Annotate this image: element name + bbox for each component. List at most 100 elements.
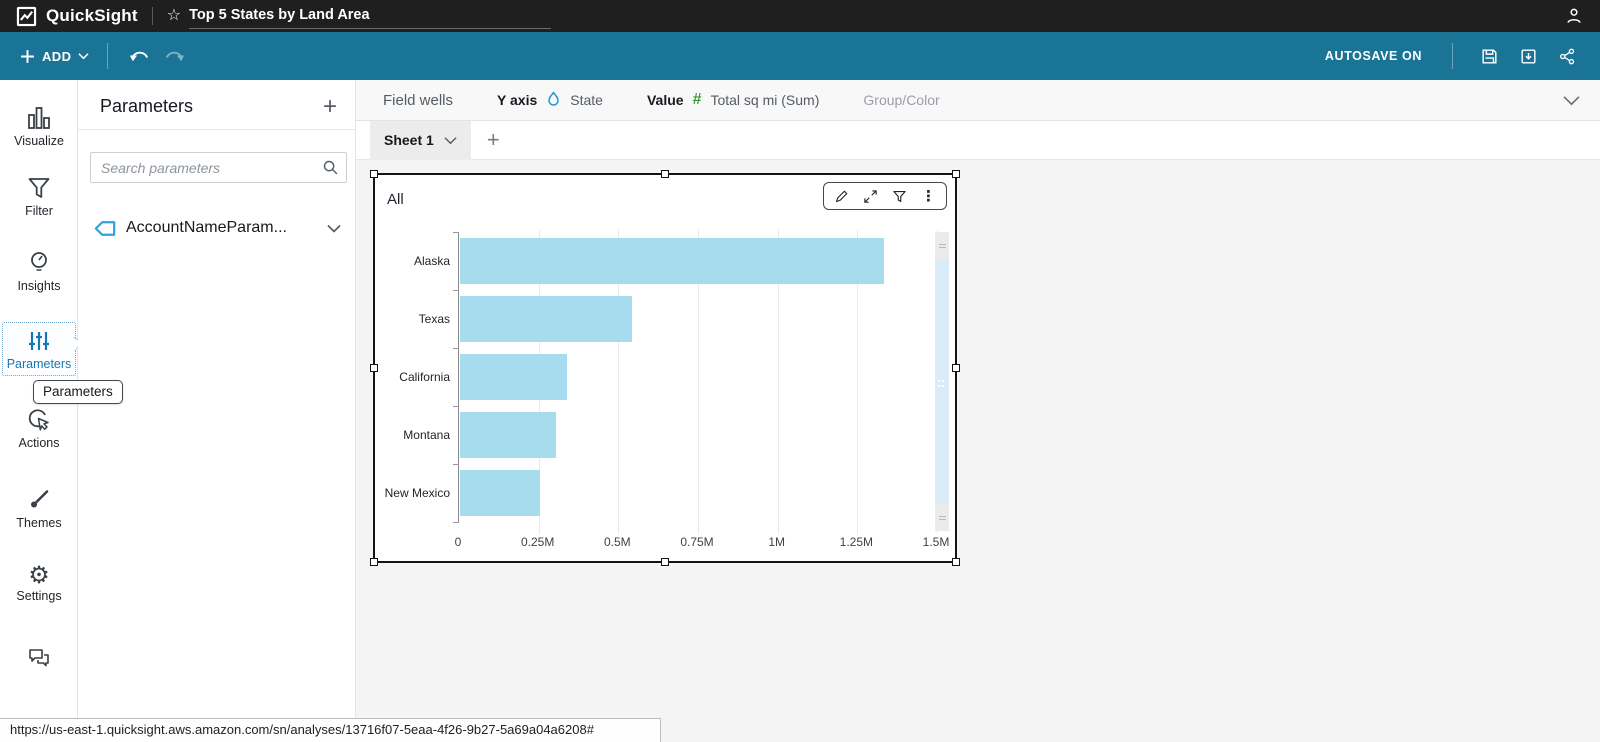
bar-texas[interactable] (460, 296, 632, 342)
filter-icon[interactable] (886, 186, 913, 207)
paintbrush-icon (31, 490, 49, 508)
y-axis-tick (453, 464, 459, 465)
analysis-title-field[interactable]: Top 5 States by Land Area (189, 4, 552, 29)
well-group-color[interactable]: Group/Color (863, 92, 939, 108)
bar-chart-icon (28, 107, 50, 129)
parameters-panel: Parameters + AccountNameParam... (78, 80, 356, 742)
visual-title[interactable]: All (387, 191, 404, 208)
bar-new-mexico[interactable] (460, 470, 540, 516)
gear-icon: ⚙ (28, 562, 50, 589)
bar-montana[interactable] (460, 412, 556, 458)
y-axis-tick (453, 522, 459, 523)
search-parameters-input[interactable] (90, 152, 347, 183)
sheet-tab-bar: Sheet 1 + (356, 120, 1600, 160)
share-icon[interactable] (1551, 43, 1584, 70)
resize-handle-e[interactable] (952, 364, 960, 372)
bar-row-new-mexico: New Mexico (385, 464, 940, 522)
resize-handle-nw[interactable] (370, 170, 378, 178)
chevron-down-icon (78, 53, 89, 60)
chart-zoom-scrollbar[interactable] (935, 232, 949, 531)
field-wells-expand-chevron-icon[interactable] (1563, 95, 1580, 106)
x-tick-label: 0 (454, 535, 462, 549)
export-download-icon[interactable] (1512, 43, 1545, 70)
scrollbar-bottom-handle[interactable] (935, 504, 949, 531)
edit-pencil-icon[interactable] (828, 186, 855, 207)
resize-handle-s[interactable] (661, 558, 669, 566)
add-parameter-button[interactable]: + (322, 92, 337, 120)
bar-alaska[interactable] (460, 238, 884, 284)
sidebar-item-visualize[interactable]: Visualize (0, 100, 78, 152)
chat-bubbles-icon (29, 649, 49, 667)
sidebar-item-themes[interactable]: Themes (0, 482, 78, 534)
maximize-icon[interactable] (857, 186, 884, 207)
resize-handle-se[interactable] (952, 558, 960, 566)
y-axis-tick (453, 348, 459, 349)
tab-sheet-1[interactable]: Sheet 1 (370, 120, 471, 160)
sidebar-label: Parameters (6, 357, 72, 371)
bar-row-california: California (399, 348, 940, 406)
autosave-status[interactable]: AUTOSAVE ON (1324, 49, 1422, 63)
lightbulb-icon (31, 252, 47, 271)
sidebar-item-feedback[interactable] (0, 640, 78, 678)
category-label: New Mexico (384, 486, 450, 500)
plus-icon (21, 49, 34, 63)
left-rail: Visualize Filter Insights Parameters Act… (0, 80, 78, 742)
category-label: Alaska (413, 254, 450, 268)
redo-button[interactable] (157, 44, 192, 68)
add-sheet-button[interactable]: + (486, 127, 500, 152)
resize-handle-ne[interactable] (952, 170, 960, 178)
top-app-bar: QuickSight ☆ Top 5 States by Land Area (0, 0, 1600, 32)
bar-california[interactable] (460, 354, 567, 400)
well-label: Group/Color (863, 92, 940, 108)
well-y-axis[interactable]: Y axis State (497, 90, 603, 110)
sidebar-item-filter[interactable]: Filter (0, 170, 78, 222)
sidebar-label: Insights (17, 279, 61, 293)
sidebar-label: Visualize (14, 134, 64, 148)
x-tick-label: 1.25M (839, 535, 873, 549)
dimension-pin-icon (548, 90, 560, 106)
analysis-toolbar: ADD AUTOSAVE ON (0, 32, 1600, 80)
chevron-down-icon[interactable] (444, 136, 457, 145)
app-name: QuickSight (46, 6, 138, 25)
resize-handle-n[interactable] (661, 170, 669, 178)
resize-handle-w[interactable] (370, 364, 378, 372)
bar-row-texas: Texas (419, 290, 940, 348)
search-icon (323, 160, 338, 175)
undo-button[interactable] (122, 44, 157, 68)
well-label: Value (646, 92, 684, 108)
kebab-menu-icon[interactable]: ⋮ (921, 188, 936, 205)
sliders-icon (29, 332, 49, 350)
well-label: Y axis (497, 92, 538, 108)
quicksight-logo-icon (16, 6, 37, 26)
add-button-label: ADD (42, 48, 72, 64)
x-tick-label: 0.75M (680, 535, 714, 549)
field-wells-bar[interactable]: Field wells Y axis State Value # Total s… (356, 80, 1600, 121)
y-axis-tick (453, 290, 459, 291)
sidebar-item-insights[interactable]: Insights (0, 245, 78, 297)
favorite-star-icon[interactable]: ☆ (166, 7, 182, 24)
sidebar-item-parameters[interactable]: Parameters (2, 322, 76, 376)
parameter-tag-icon (94, 220, 116, 236)
x-tick-label: 1.5M (922, 535, 950, 549)
bar-row-alaska: Alaska (414, 232, 940, 290)
sidebar-label: Filter (25, 204, 53, 218)
resize-handle-sw[interactable] (370, 558, 378, 566)
scrollbar-top-handle[interactable] (935, 232, 949, 259)
add-button[interactable]: ADD (16, 43, 93, 70)
chevron-down-icon[interactable] (327, 224, 341, 233)
sidebar-item-settings[interactable]: ⚙ Settings (0, 558, 78, 607)
gridline (857, 230, 859, 534)
sidebar-item-actions[interactable]: Actions (0, 402, 78, 454)
well-value[interactable]: Value # Total sq mi (Sum) (647, 91, 819, 109)
user-account-icon[interactable] (1564, 6, 1584, 26)
parameter-list-item[interactable]: AccountNameParam... (94, 219, 341, 237)
divider (151, 7, 153, 25)
save-icon[interactable] (1473, 43, 1506, 70)
x-tick-label: 0.25M (520, 535, 555, 549)
bar-chart-visual[interactable]: All ⋮ Alaska Texas California Montana New Me… (370, 170, 960, 566)
bar-row-montana: Montana (403, 406, 940, 464)
visual-menu: ⋮ (823, 182, 947, 210)
category-label: California (399, 370, 450, 384)
y-axis-tick (453, 406, 459, 407)
panel-title: Parameters (100, 96, 194, 116)
